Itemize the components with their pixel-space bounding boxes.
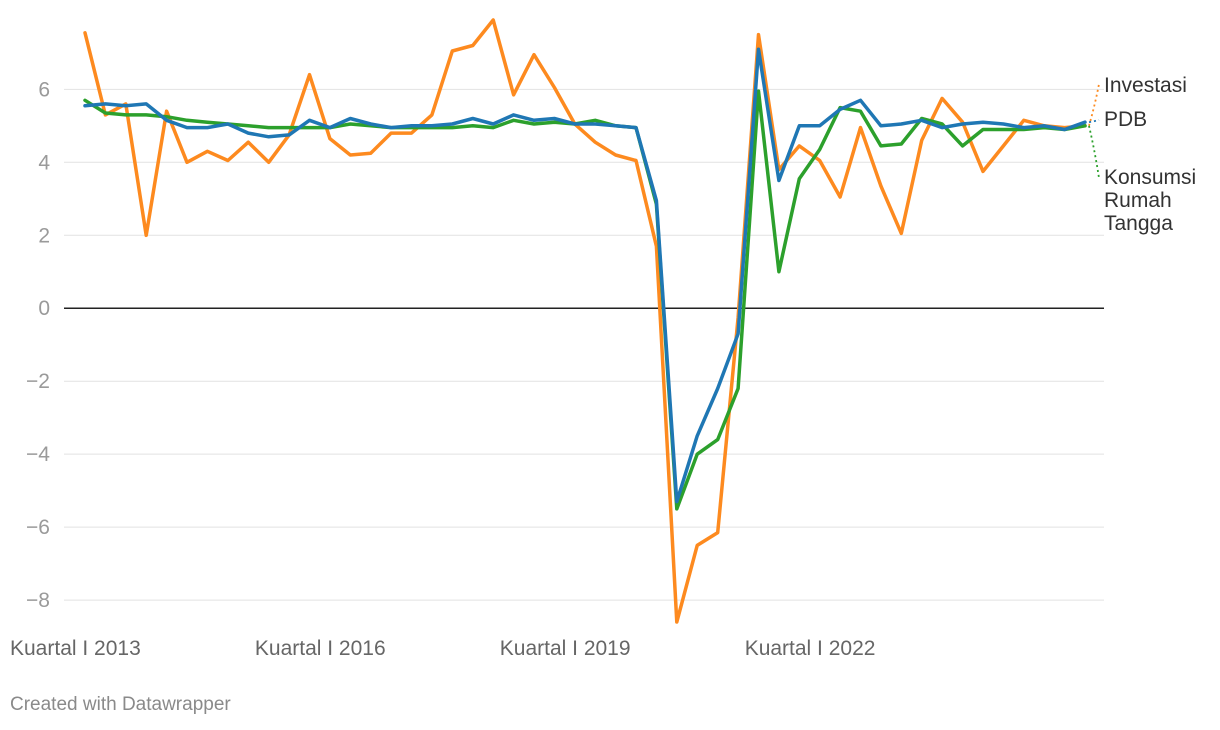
legend-connector [1088, 83, 1100, 127]
legend-connector [1088, 125, 1100, 179]
y-tick-label: 2 [38, 224, 50, 247]
footer-credit: Created with Datawrapper [10, 694, 231, 715]
x-tick-label: Kuartal I 2013 [10, 637, 141, 660]
legend-label-line: PDB [1104, 108, 1147, 131]
series-line-pdb [83, 47, 1087, 504]
legend-label-line: Konsumsi [1104, 166, 1196, 189]
legend: Investasi PDB Konsumsi Rumah Tangga [1088, 74, 1196, 235]
legend-label-line: Investasi [1104, 74, 1187, 97]
series-line-konsumsi-rumah-tangga [83, 89, 1087, 511]
x-tick-label: Kuartal I 2022 [745, 637, 876, 660]
y-tick-label: −4 [26, 443, 50, 466]
gridlines [64, 88, 1104, 601]
legend-label: PDB [1104, 108, 1147, 131]
series-lines [83, 18, 1087, 624]
y-tick-label: 4 [38, 151, 50, 174]
legend-label-line: Tangga [1104, 212, 1173, 235]
legend-label-line: Rumah [1104, 189, 1172, 212]
y-tick-label: 0 [38, 297, 50, 320]
y-tick-label: −8 [26, 589, 50, 612]
legend-label: Investasi [1104, 74, 1187, 97]
y-tick-label: −6 [26, 516, 50, 539]
legend-label: Konsumsi Rumah Tangga [1104, 166, 1196, 235]
x-tick-label: Kuartal I 2019 [500, 637, 631, 660]
y-tick-label: 6 [38, 78, 50, 101]
y-tick-label: −2 [26, 370, 50, 393]
y-axis: 6 4 2 0 −2 −4 −6 −8 [26, 78, 50, 612]
x-axis: Kuartal I 2013 Kuartal I 2016 Kuartal I 20… [10, 637, 875, 660]
x-tick-label: Kuartal I 2016 [255, 637, 386, 660]
series-line-investasi [83, 18, 1087, 624]
legend-connector [1088, 119, 1100, 124]
